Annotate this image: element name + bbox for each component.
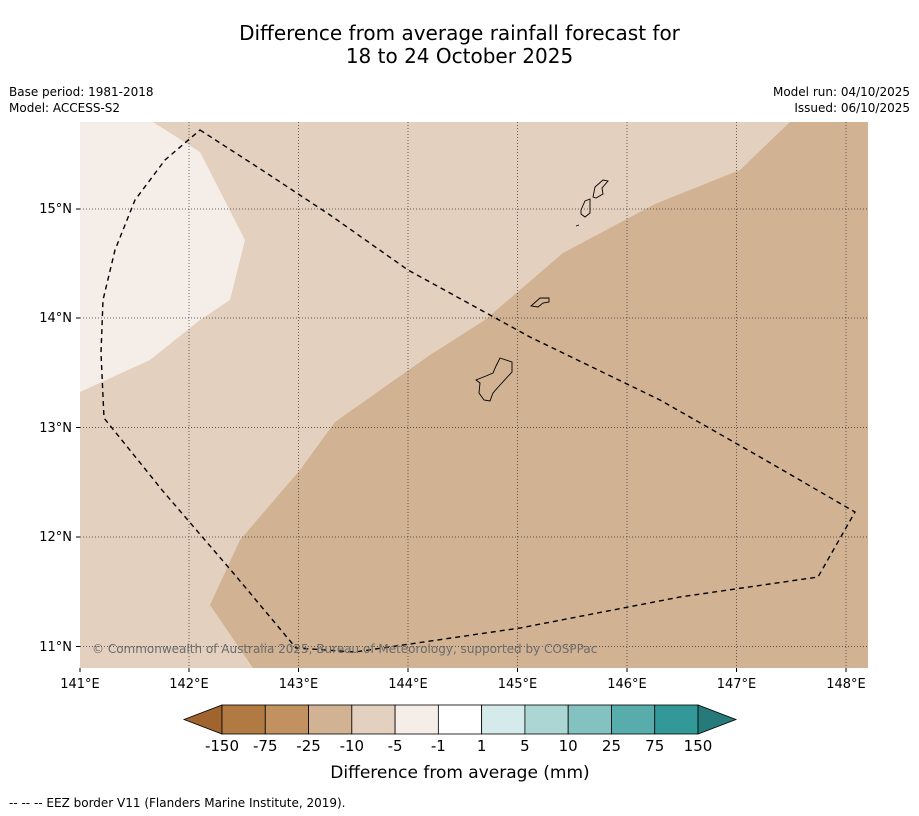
lon-label: 146°E: [607, 677, 647, 692]
lat-label: 12°N: [39, 530, 72, 545]
longitude-labels: 141°E 142°E 143°E 144°E 145°E 146°E 147°…: [60, 677, 866, 692]
colorbar-segment: [654, 704, 699, 735]
colorbar-tick-label: 10: [559, 737, 578, 755]
map-area: [80, 122, 868, 668]
lon-label: 148°E: [826, 677, 866, 692]
lon-label: 142°E: [169, 677, 209, 692]
colorbar-tick-label: -5: [388, 737, 403, 755]
lon-label: 144°E: [388, 677, 428, 692]
island-guam: [475, 357, 513, 402]
colorbar-extend-high: [697, 704, 738, 735]
colorbar-tick-label: 1: [477, 737, 487, 755]
colorbar-segment: [394, 704, 439, 735]
colorbar-segment: [611, 704, 656, 735]
axis-ticks: [76, 208, 847, 672]
colorbar-segment: [308, 704, 353, 735]
meta-left: Base period: 1981-2018 Model: ACCESS-S2: [9, 84, 154, 116]
colorbar-segment: [567, 704, 612, 735]
grid-lines: [80, 122, 868, 668]
region-near-normal: [80, 122, 245, 392]
island-saipan: [592, 179, 609, 199]
colorbar-tick-label: 5: [520, 737, 530, 755]
colorbar-segment: [437, 704, 483, 735]
islands: [475, 179, 609, 402]
colorbar-tick-label: -150: [205, 737, 239, 755]
model-run: Model run: 04/10/2025: [772, 85, 910, 99]
lat-label: 13°N: [39, 421, 72, 436]
island-tinian: [580, 198, 591, 218]
island-aguijan: [575, 224, 580, 227]
lon-label: 141°E: [60, 677, 100, 692]
issued-date: Issued: 06/10/2025: [794, 101, 910, 115]
meta-right: Model run: 04/10/2025 Issued: 06/10/2025: [773, 84, 910, 116]
title-line-1: Difference from average rainfall forecas…: [239, 21, 680, 45]
eez-border: [100, 129, 856, 653]
island-rota: [529, 297, 550, 308]
colorbar-tick-label: -1: [431, 737, 446, 755]
colorbar-labels: -150 -75 -25 -10 -5 -1 1 5 10 25 75 150: [205, 737, 712, 755]
title-line-2: 18 to 24 October 2025: [345, 44, 574, 68]
colorbar-segment: [351, 704, 396, 735]
colorbar-tick-label: 150: [684, 737, 713, 755]
lon-label: 143°E: [279, 677, 319, 692]
colorbar-segment: [221, 704, 266, 735]
lat-label: 11°N: [39, 640, 72, 655]
colorbar-tick-label: 75: [645, 737, 664, 755]
lat-label: 14°N: [39, 311, 72, 326]
colorbar-title: Difference from average (mm): [330, 763, 589, 783]
colorbar-segment: [524, 704, 569, 735]
lon-label: 147°E: [717, 677, 757, 692]
colorbar: [182, 704, 738, 735]
region-dry-10-25: [210, 122, 868, 668]
colorbar-tick-label: -10: [340, 737, 365, 755]
colorbar-segment: [264, 704, 309, 735]
eez-legend-note: -- -- -- EEZ border V11 (Flanders Marine…: [9, 796, 346, 810]
base-period: Base period: 1981-2018: [9, 85, 154, 99]
lon-label: 145°E: [498, 677, 538, 692]
lat-label: 15°N: [39, 202, 72, 217]
colorbar-segment: [481, 704, 526, 735]
colorbar-tick-label: -75: [253, 737, 278, 755]
latitude-labels: 15°N 14°N 13°N 12°N 11°N: [39, 202, 72, 655]
colorbar-extend-low: [182, 704, 223, 735]
model-name: Model: ACCESS-S2: [9, 101, 121, 115]
colorbar-tick-label: -25: [296, 737, 321, 755]
map-title: Difference from average rainfall forecas…: [0, 22, 919, 68]
colorbar-tick-label: 25: [602, 737, 621, 755]
copyright-text: © Commonwealth of Australia 2025, Bureau…: [92, 642, 597, 656]
